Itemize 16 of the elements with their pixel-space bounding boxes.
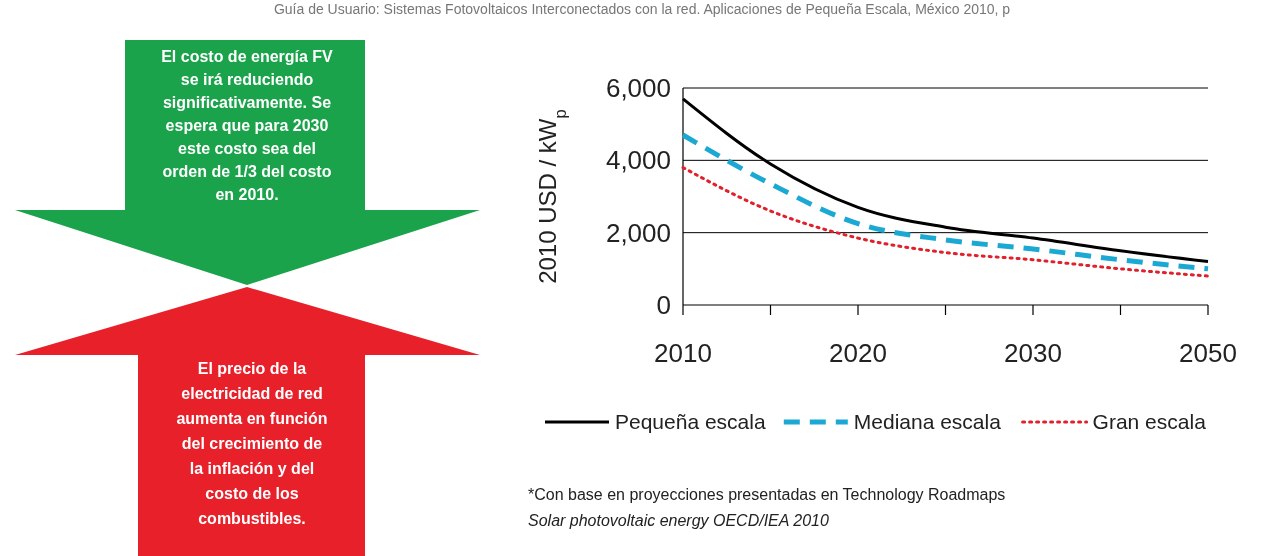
y-tick-label: 4,000 <box>605 145 671 176</box>
y-tick-label: 0 <box>656 290 671 321</box>
text: Guía de Usuario: Sistemas Fotovoltaicos Interconectados con la red. Aplicaciones de Pequeña Escala, México 2010, p <box>273 1 1011 17</box>
legend-label: Pequeña escala <box>615 410 766 434</box>
legend-label: Gran escala <box>1092 410 1207 434</box>
y-tick-label: 6,000 <box>605 73 671 104</box>
text: El precio de la electricidad de red aumenta en función del crecimiento de la inflación y del costo de los combustibles. <box>176 360 328 527</box>
text: El costo de energía FV se irá reduciendo significativamente. Se espera que para 2030 este costo sea del orden de 1/3 del costo en 2010. <box>161 48 334 203</box>
x-tick-label: 2010 <box>654 338 712 368</box>
x-tick-label: 2020 <box>829 338 887 368</box>
text: *Con base en proyecciones presentadas en Technology Roadmaps Solar photovoltaic energy OECD/IEA 2010 <box>528 486 1006 529</box>
x-tick-label: 2050 <box>1179 338 1237 368</box>
legend-label: Mediana escala <box>853 410 1002 434</box>
y-tick-label: 2,000 <box>605 217 671 248</box>
line-series <box>681 166 1210 278</box>
x-tick-label: 2030 <box>1004 338 1062 368</box>
